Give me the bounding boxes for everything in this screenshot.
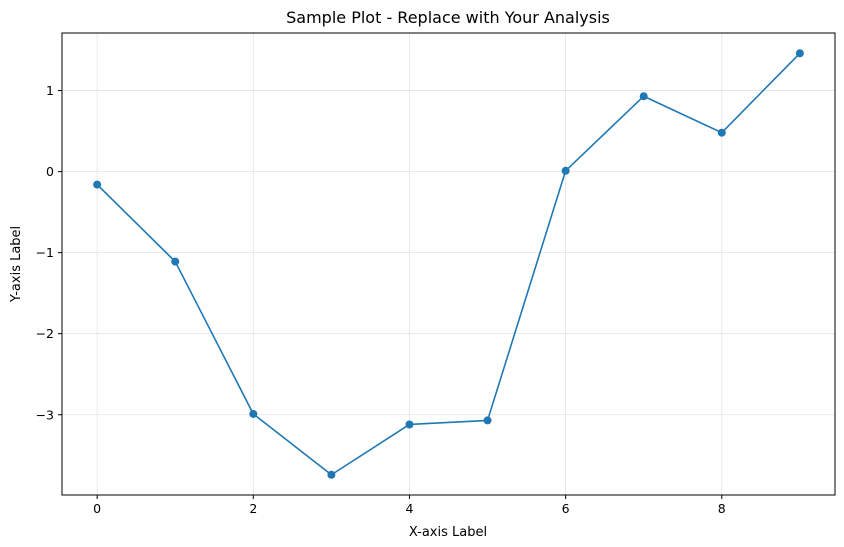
x-tick-label: 6 [562, 501, 570, 516]
series-line [96, 52, 801, 476]
data-point [93, 180, 102, 189]
x-tick-label: 0 [93, 501, 101, 516]
y-tick-label: −2 [36, 326, 54, 341]
y-tick-label: −1 [36, 245, 54, 260]
x-tick-label: 8 [718, 501, 726, 516]
y-tick-label: 1 [46, 83, 54, 98]
x-tick-label: 4 [405, 501, 413, 516]
data-point [639, 92, 648, 101]
plot-area-frame [61, 32, 836, 496]
x-tick-label: 2 [249, 501, 257, 516]
y-tick-label: 0 [46, 164, 54, 179]
data-point [483, 416, 492, 425]
y-axis-label: Y-axis Label [9, 226, 24, 303]
series-layer [93, 49, 804, 479]
data-point [561, 166, 570, 175]
x-axis-label: X-axis Label [409, 525, 487, 540]
y-tick-label: −3 [36, 407, 54, 422]
tick-layer: 0 2 4 6 810−1−2−3 [36, 83, 726, 516]
data-point [171, 257, 180, 266]
chart-title: Sample Plot - Replace with Your Analysis [286, 8, 610, 27]
grid-layer [62, 33, 835, 495]
data-point [795, 49, 804, 58]
data-point [405, 420, 414, 429]
data-point [327, 470, 336, 479]
data-point [717, 128, 726, 137]
data-point [249, 409, 258, 418]
